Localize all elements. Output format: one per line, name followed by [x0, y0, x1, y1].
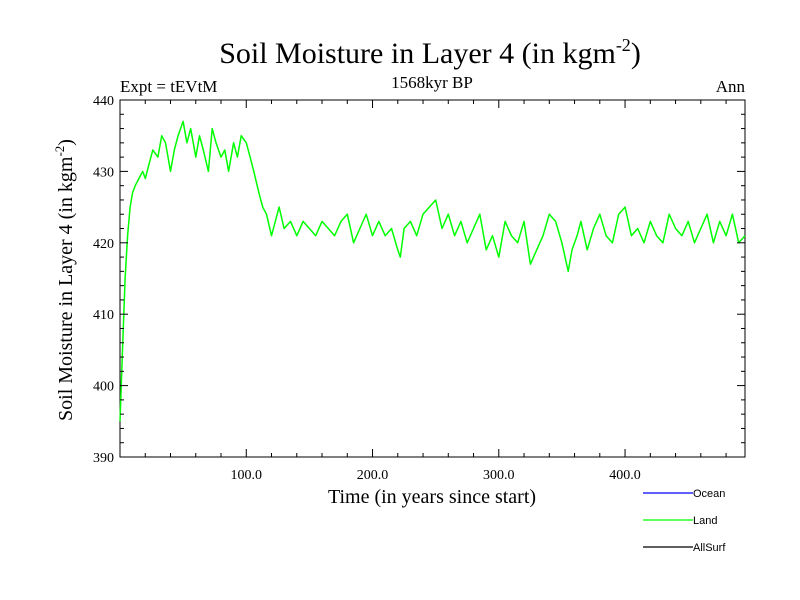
y-tick-label: 440	[93, 94, 114, 109]
y-tick-label: 430	[93, 165, 114, 180]
x-tick-label: 300.0	[483, 468, 515, 483]
plot-frame	[119, 99, 746, 458]
y-axis-label: Soil Moisture in Layer 4 (in kgm-2)	[52, 139, 77, 421]
legend-label-allsurf: AllSurf	[693, 542, 726, 554]
x-axis-label: Time (in years since start)	[328, 486, 536, 508]
y-tick-label: 410	[93, 308, 114, 323]
chart-title-superscript: -2	[616, 35, 631, 55]
x-tick-label: 400.0	[609, 468, 641, 483]
axis-ticks: 390 400 410 420 430 440 100.0 200.0 300.0 400.0	[93, 94, 745, 483]
x-tick-label: 200.0	[357, 468, 389, 483]
legend: Ocean Land AllSurf	[643, 488, 726, 554]
legend-label-ocean: Ocean	[693, 488, 725, 500]
experiment-label: Expt = tEVtM	[120, 77, 217, 96]
y-axis-label-superscript: -2	[52, 146, 67, 157]
y-tick-label: 420	[93, 237, 114, 252]
land-series-line	[119, 120, 746, 422]
season-label: Ann	[716, 77, 746, 96]
y-tick-label: 400	[93, 380, 114, 395]
chart-title: Soil Moisture in Layer 4 (in kgm-2)	[219, 35, 641, 70]
x-tick-label: 100.0	[231, 468, 263, 483]
period-label: 1568kyr BP	[391, 73, 473, 92]
y-tick-label: 390	[93, 451, 114, 466]
legend-label-land: Land	[693, 515, 717, 527]
